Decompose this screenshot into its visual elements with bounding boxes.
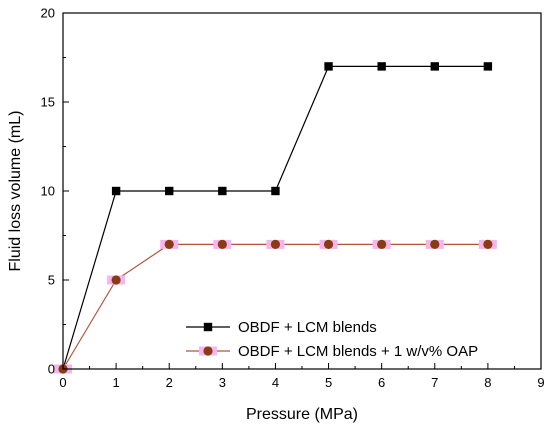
y-tick-label: 20 <box>41 6 55 21</box>
series-marker <box>165 187 173 195</box>
series-marker <box>431 62 439 70</box>
x-tick-label: 6 <box>378 375 385 390</box>
series-marker <box>218 187 226 195</box>
x-tick-label: 2 <box>166 375 173 390</box>
legend-label: OBDF + LCM blends <box>238 319 377 336</box>
series-marker <box>112 187 120 195</box>
y-tick-label: 15 <box>41 95 55 110</box>
x-tick-label: 8 <box>484 375 491 390</box>
series-marker <box>165 240 174 249</box>
series-marker <box>430 240 439 249</box>
series-marker <box>483 240 492 249</box>
x-tick-label: 9 <box>537 375 544 390</box>
x-tick-label: 4 <box>272 375 279 390</box>
series-marker <box>377 240 386 249</box>
y-tick-label: 5 <box>48 273 55 288</box>
series-marker <box>203 346 212 355</box>
x-tick-label: 1 <box>112 375 119 390</box>
x-axis-title: Pressure (MPa) <box>246 406 358 423</box>
x-tick-label: 3 <box>219 375 226 390</box>
series-marker <box>324 62 332 70</box>
series-marker <box>271 240 280 249</box>
series-marker <box>271 187 279 195</box>
series-marker <box>112 275 121 284</box>
series-marker <box>377 62 385 70</box>
series-marker <box>204 323 212 331</box>
legend-label: OBDF + LCM blends + 1 w/v% OAP <box>238 343 478 360</box>
x-tick-label: 5 <box>325 375 332 390</box>
y-tick-label: 0 <box>48 362 55 377</box>
x-tick-label: 0 <box>59 375 66 390</box>
series-marker <box>324 240 333 249</box>
y-tick-label: 10 <box>41 184 55 199</box>
x-tick-label: 7 <box>431 375 438 390</box>
series-marker <box>218 240 227 249</box>
series-marker <box>484 62 492 70</box>
y-axis-title: Fluid loss volume (mL) <box>7 111 24 272</box>
